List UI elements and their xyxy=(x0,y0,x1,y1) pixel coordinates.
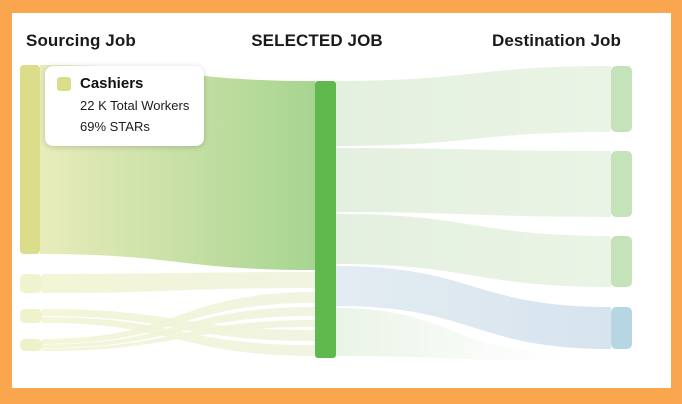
tooltip-title: Cashiers xyxy=(80,75,144,92)
flow-source3-to-selected-a[interactable] xyxy=(42,309,315,341)
node-tooltip: Cashiers 22 K Total Workers 69% STARs xyxy=(45,66,204,146)
source-node-4[interactable] xyxy=(20,339,42,351)
flow-source4-to-selected-a[interactable] xyxy=(42,292,315,344)
flow-selected-to-dest1[interactable] xyxy=(336,66,611,146)
tooltip-stars: 69% STARs xyxy=(80,119,150,134)
flow-selected-to-dest2[interactable] xyxy=(336,148,611,217)
source-node-2[interactable] xyxy=(20,274,42,293)
flow-selected-to-dest4[interactable] xyxy=(336,266,611,349)
chart-area: Sourcing Job SELECTED JOB Destination Jo… xyxy=(12,13,671,388)
flow-source4-to-selected-c[interactable] xyxy=(42,320,315,351)
column-header-selected-job: SELECTED JOB xyxy=(251,31,383,50)
destination-node-2[interactable] xyxy=(611,151,632,217)
tooltip-title-row: Cashiers xyxy=(57,76,192,92)
sankey-svg xyxy=(20,65,632,361)
column-header-destination-job: Destination Job xyxy=(492,31,622,50)
flow-source2-to-selected[interactable] xyxy=(42,272,315,293)
column-header-sourcing-job: Sourcing Job xyxy=(26,31,136,50)
tooltip-total-workers: 22 K Total Workers xyxy=(80,98,190,113)
flow-selected-to-dest3[interactable] xyxy=(336,214,611,287)
flow-source4-to-selected-b[interactable] xyxy=(42,307,315,348)
destination-node-1[interactable] xyxy=(611,66,632,132)
selected-job-node[interactable] xyxy=(315,81,336,358)
source-node-cashiers[interactable] xyxy=(20,65,40,254)
destination-node-3[interactable] xyxy=(611,236,632,287)
tooltip-node-swatch-icon xyxy=(57,77,71,91)
flow-selected-overflow[interactable] xyxy=(336,308,565,361)
source-node-3[interactable] xyxy=(20,309,42,323)
destination-node-4[interactable] xyxy=(611,307,632,349)
